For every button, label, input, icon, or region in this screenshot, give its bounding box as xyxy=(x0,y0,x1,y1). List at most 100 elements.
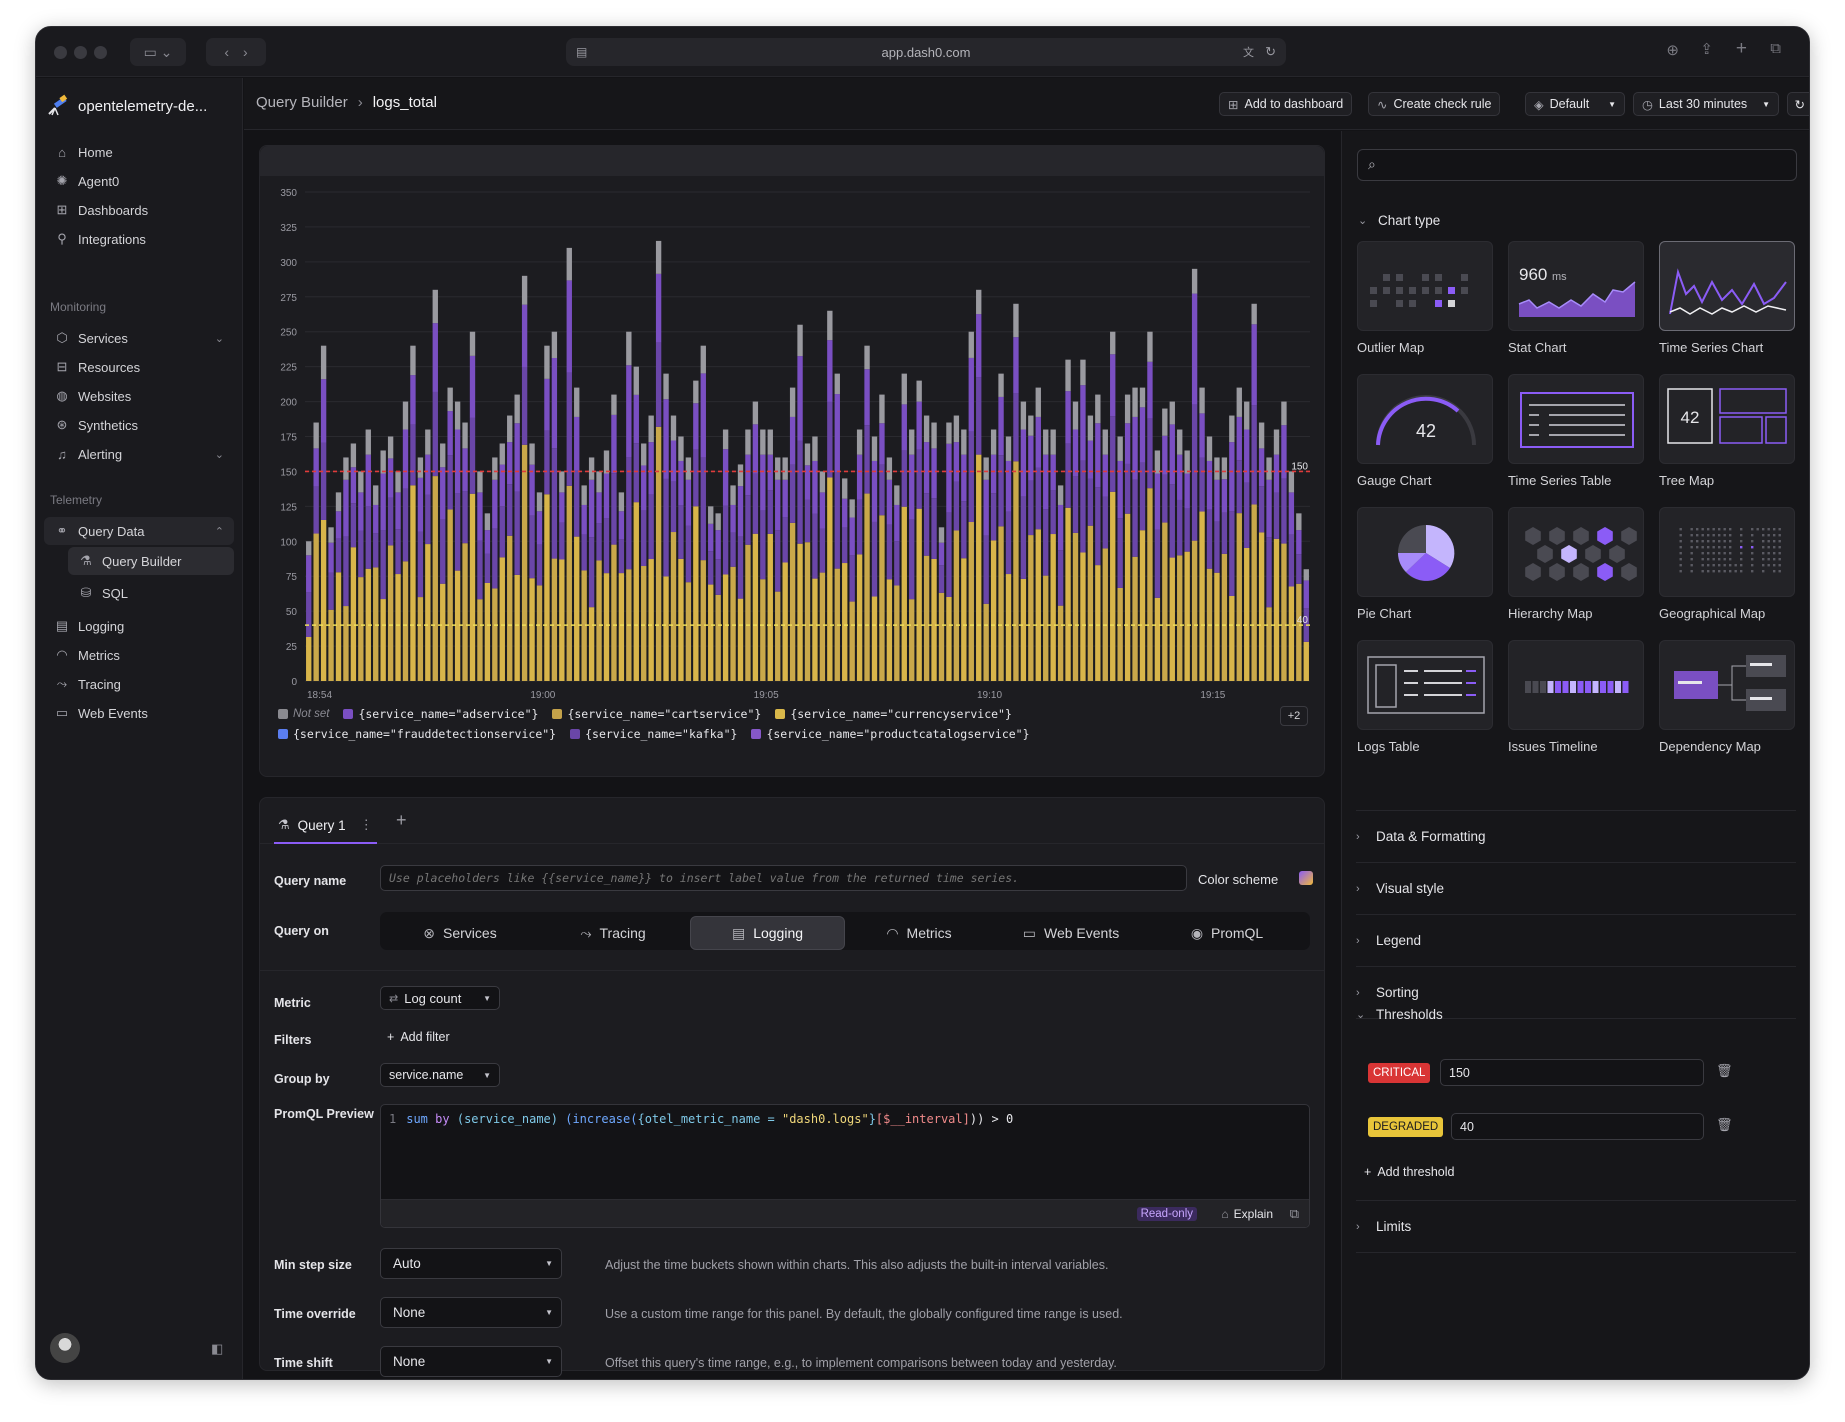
tabs-overview-icon[interactable]: ⧉ xyxy=(1770,40,1781,57)
sidebar-item-dashboards[interactable]: ⊞ Dashboards xyxy=(44,196,234,224)
avatar[interactable] xyxy=(50,1333,80,1363)
add-to-dashboard-button[interactable]: ⊞ Add to dashboard xyxy=(1219,92,1353,116)
bar-segment xyxy=(611,473,617,545)
legend-item[interactable]: {service_name="currencyservice"} xyxy=(775,704,1012,724)
breadcrumb-parent[interactable]: Query Builder xyxy=(256,94,348,111)
sidebar-item-home[interactable]: ⌂ Home xyxy=(44,138,234,166)
bar-segment xyxy=(559,492,565,523)
legend-item[interactable]: {service_name="cartservice"} xyxy=(552,704,761,724)
sidebar-item-agent0[interactable]: ✺ Agent0 xyxy=(44,167,234,195)
sidebar-item-tracing[interactable]: ⤳ Tracing xyxy=(44,670,234,698)
chart-type-dependency-map[interactable] xyxy=(1659,640,1795,730)
legend-item[interactable]: {service_name="productcatalogservice"} xyxy=(751,724,1030,744)
chart-type-section-toggle[interactable]: ⌄ Chart type xyxy=(1358,213,1440,228)
section-visual-style[interactable]: › Visual style xyxy=(1356,863,1796,915)
legend-item[interactable]: {service_name="adservice"} xyxy=(343,704,538,724)
thresholds-section-toggle[interactable]: ⌄ Thresholds xyxy=(1356,1007,1443,1022)
query-name-input[interactable] xyxy=(380,865,1187,891)
promql-editor[interactable]: 1 sum by (service_name) (increase({otel_m… xyxy=(380,1104,1310,1228)
bar-segment xyxy=(447,411,453,456)
chart-type-time-series-chart[interactable] xyxy=(1659,241,1795,331)
time-override-select[interactable]: None ▼ xyxy=(380,1297,562,1328)
minimize-window-button[interactable] xyxy=(74,46,87,59)
reload-icon[interactable]: ↻ xyxy=(1265,44,1276,59)
forward-icon[interactable]: › xyxy=(243,44,248,60)
metric-select[interactable]: ⇄ Log count ▼ xyxy=(380,986,500,1010)
bar-segment xyxy=(1214,572,1220,681)
source-tab-logging[interactable]: ▤ Logging xyxy=(690,916,845,950)
add-filter-button[interactable]: + Add filter xyxy=(387,1030,450,1044)
translate-icon[interactable]: 文 xyxy=(1243,47,1254,59)
section-sorting[interactable]: › Sorting xyxy=(1356,967,1796,1019)
source-tab-web-events[interactable]: ▭ Web Events xyxy=(996,916,1146,950)
section-legend[interactable]: › Legend xyxy=(1356,915,1796,967)
min-step-select[interactable]: Auto ▼ xyxy=(380,1248,562,1279)
bar-segment xyxy=(1162,408,1168,436)
source-tab-services[interactable]: ⊗ Services xyxy=(385,916,535,950)
close-window-button[interactable] xyxy=(54,46,67,59)
download-icon[interactable]: ⊕ xyxy=(1666,42,1679,59)
create-check-rule-button[interactable]: ∿ Create check rule xyxy=(1368,92,1501,116)
bar-segment xyxy=(1095,394,1101,424)
copy-icon[interactable]: ⧉ xyxy=(1289,1206,1299,1221)
section-data-formatting[interactable]: › Data & Formatting xyxy=(1356,811,1796,863)
critical-threshold-input[interactable] xyxy=(1440,1059,1704,1086)
chart-type-tree-map[interactable]: 42 xyxy=(1659,374,1795,464)
add-query-icon[interactable]: + xyxy=(396,810,407,830)
chart-type-geographical-map[interactable] xyxy=(1659,507,1795,597)
share-icon[interactable]: ⇪ xyxy=(1700,41,1713,58)
chart-type-pie-chart[interactable] xyxy=(1357,507,1493,597)
color-scheme-swatch[interactable] xyxy=(1299,871,1313,885)
chart-type-gauge-chart[interactable]: 42 xyxy=(1357,374,1493,464)
collapse-sidebar-icon[interactable]: ◧ xyxy=(211,1341,224,1356)
delete-critical-icon[interactable]: 🗑 xyxy=(1716,1063,1733,1078)
chart-type-stat-chart[interactable]: 960 ms xyxy=(1508,241,1644,331)
sidebar-item-resources[interactable]: ⊟ Resources xyxy=(44,353,234,381)
chart-type-hierarchy-map[interactable] xyxy=(1508,507,1644,597)
sidebar-item-sql[interactable]: ⛁ SQL xyxy=(68,579,234,607)
sidebar-item-integrations[interactable]: ⚲ Integrations xyxy=(44,225,234,253)
chart-type-issues-timeline[interactable] xyxy=(1508,640,1644,730)
degraded-threshold-input[interactable] xyxy=(1451,1113,1704,1140)
tab-query-1[interactable]: ⚗ Query 1 ⋮ xyxy=(274,808,377,844)
delete-degraded-icon[interactable]: 🗑 xyxy=(1716,1117,1733,1132)
sidebar-item-synthetics[interactable]: ⊛ Synthetics xyxy=(44,411,234,439)
add-threshold-button[interactable]: + Add threshold xyxy=(1364,1165,1454,1179)
time-range-select[interactable]: ◷ Last 30 minutes ▼ xyxy=(1633,92,1779,116)
legend-item[interactable]: {service_name="frauddetectionservice"} xyxy=(278,724,556,744)
source-tab-metrics[interactable]: ◠ Metrics xyxy=(844,916,994,950)
chart-type-outlier-map[interactable] xyxy=(1357,241,1493,331)
bar-segment xyxy=(440,467,446,520)
org-switcher[interactable]: opentelemetry-de... xyxy=(46,94,207,118)
more-vertical-icon[interactable]: ⋮ xyxy=(359,817,373,832)
chart-type-time-series-table[interactable] xyxy=(1508,374,1644,464)
maximize-window-button[interactable] xyxy=(94,46,107,59)
url-bar[interactable]: ▤ app.dash0.com 文 ↻ xyxy=(566,38,1286,66)
group-by-select[interactable]: service.name ▼ xyxy=(380,1063,500,1087)
legend-item[interactable]: Not set xyxy=(278,704,329,724)
chart-type-search[interactable]: ⌕ xyxy=(1357,149,1797,181)
sidebar-item-alerting[interactable]: ♫ Alerting ⌄ xyxy=(44,440,234,468)
sidebar-item-query-data[interactable]: ⚭ Query Data ⌃ xyxy=(44,517,234,545)
source-tab-tracing[interactable]: ⤳ Tracing xyxy=(538,916,688,950)
chart-type-logs-table[interactable] xyxy=(1357,640,1493,730)
dataset-select[interactable]: ◈ Default ▼ xyxy=(1525,92,1625,116)
explain-button[interactable]: ⌂ Explain xyxy=(1221,1207,1273,1221)
sidebar-item-services[interactable]: ⬡ Services ⌄ xyxy=(44,324,234,352)
legend-item[interactable]: {service_name="kafka"} xyxy=(570,724,737,744)
refresh-button[interactable]: ↻ ▼ xyxy=(1787,92,1809,116)
sidebar-item-query-builder[interactable]: ⚗ Query Builder xyxy=(68,547,234,575)
new-tab-icon[interactable]: + xyxy=(1735,38,1747,59)
stacked-bar-chart[interactable]: 0 25 50 75 100 125 150 175 200 225 250 275 300 325 350… xyxy=(260,176,1326,736)
legend-more-button[interactable]: +2 xyxy=(1280,706,1308,726)
limits-section-toggle[interactable]: › Limits xyxy=(1356,1201,1796,1253)
time-shift-select[interactable]: None ▼ xyxy=(380,1346,562,1377)
sidebar-item-websites[interactable]: ◍ Websites xyxy=(44,382,234,410)
sidebar-item-logging[interactable]: ▤ Logging xyxy=(44,612,234,640)
sidebar-toggle-icon[interactable]: ▭ ⌄ xyxy=(130,38,186,66)
sidebar-item-web-events[interactable]: ▭ Web Events xyxy=(44,699,234,727)
back-icon[interactable]: ‹ xyxy=(224,44,229,60)
source-tab-promql[interactable]: ◉ PromQL xyxy=(1148,916,1306,950)
sidebar-item-metrics[interactable]: ◠ Metrics xyxy=(44,641,234,669)
services-icon: ⊗ xyxy=(423,924,436,941)
